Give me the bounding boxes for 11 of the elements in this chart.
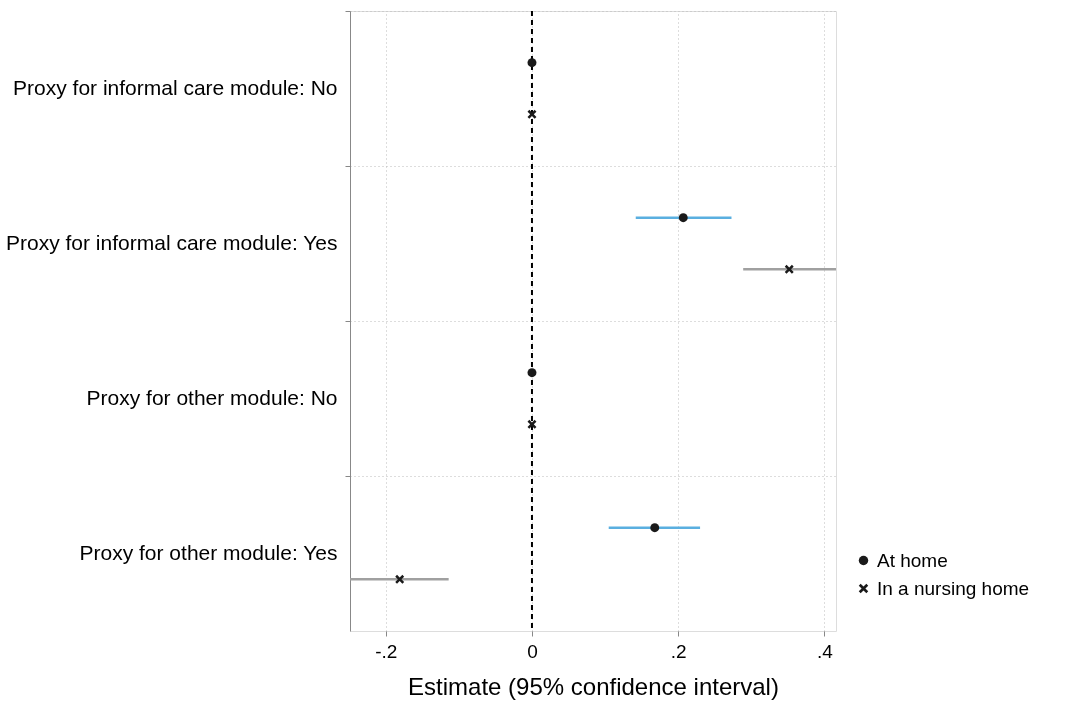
y-tick-label: Proxy for other module: No — [86, 385, 338, 409]
x-axis-title: Estimate (95% confidence interval) — [408, 672, 779, 700]
x-tick-label: .2 — [670, 640, 687, 662]
legend-label: In a nursing home — [877, 577, 1030, 599]
y-tick-label: Proxy for informal care module: No — [13, 75, 338, 99]
y-tick-label: Proxy for other module: Yes — [79, 540, 338, 564]
x-tick-label: 0 — [527, 640, 538, 662]
x-tick-label: .4 — [816, 640, 834, 662]
x-tick-label: -.2 — [375, 640, 398, 662]
y-tick-label: Proxy for informal care module: Yes — [6, 230, 338, 254]
legend-label: At home — [877, 549, 948, 571]
